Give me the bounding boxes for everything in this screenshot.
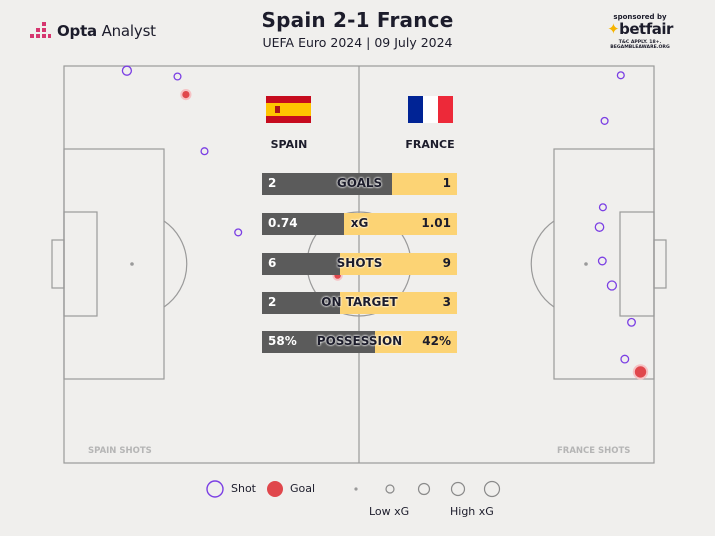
- france-shot-marker-3: [594, 222, 605, 232]
- legend-high-xg-label: High xG: [450, 505, 494, 518]
- away-shots-label: FRANCE SHOTS: [557, 446, 631, 456]
- sponsor-label: sponsored by: [613, 13, 667, 21]
- france-shot-marker-2: [598, 203, 607, 212]
- stat-label: GOALS: [336, 176, 383, 190]
- betfair-logo: ✦betfair: [607, 20, 673, 38]
- stat-away-value: 3: [442, 295, 451, 309]
- sponsor-terms: T&C APPLY. 18+. BEGAMBLEAWARE.ORG: [610, 40, 670, 50]
- stat-home-bar: [262, 292, 340, 314]
- stat-home-value: 2: [268, 295, 277, 309]
- left-six-yard-box: [63, 211, 98, 317]
- right-penalty-spot: [584, 262, 588, 266]
- sponsor-block: sponsored by ✦betfair T&C APPLY. 18+. BE…: [590, 13, 690, 50]
- stat-away-bar: [340, 253, 457, 275]
- left-penalty-area: [63, 148, 165, 380]
- match-title: Spain 2-1 France: [261, 8, 454, 32]
- spain-shot-marker-3: [200, 147, 209, 156]
- right-goal: [653, 239, 667, 289]
- france-shot-marker-0: [616, 71, 625, 80]
- legend-xg-size-5: [483, 480, 501, 498]
- stat-home-value: 0.74: [268, 216, 298, 230]
- stat-away-bar: [344, 213, 457, 235]
- france-shot-marker-5: [606, 280, 618, 291]
- france-shot-marker-1: [600, 116, 609, 125]
- betfair-star-icon: ✦: [607, 20, 620, 38]
- legend-shot-icon: [206, 480, 224, 498]
- stat-away-value: 1.01: [421, 216, 451, 230]
- stat-home-bar: [262, 213, 344, 235]
- stat-away-bar: [340, 292, 457, 314]
- team-name-home: SPAIN: [270, 138, 308, 151]
- left-penalty-arc: [163, 220, 188, 308]
- stat-label: SHOTS: [336, 256, 383, 270]
- legend-xg-size-1: [354, 487, 358, 491]
- opta-analyst-logo: Opta Analyst: [28, 20, 156, 42]
- team-name-away: FRANCE: [405, 138, 455, 151]
- france-goal-marker-8: [632, 364, 649, 380]
- stat-row: 0.74 xG 1.01: [262, 213, 457, 235]
- spain-goal-marker-2: [180, 89, 192, 101]
- france-shot-marker-6: [627, 317, 636, 327]
- logo-prefix: Opta: [57, 22, 97, 40]
- stat-away-value: 42%: [422, 334, 451, 348]
- legend-xg-size-2: [385, 484, 395, 494]
- stat-home-bar: [262, 331, 375, 353]
- match-subtitle: UEFA Euro 2024 | 09 July 2024: [262, 35, 453, 50]
- legend-xg-size-4: [450, 481, 466, 497]
- stat-row: 2 ON TARGET 3: [262, 292, 457, 314]
- stat-away-bar: [375, 331, 457, 353]
- stat-label: POSSESSION: [316, 334, 403, 348]
- france-flag-icon: [408, 96, 453, 123]
- stat-home-bar: [262, 253, 340, 275]
- legend-low-xg-label: Low xG: [369, 505, 410, 518]
- stat-label: xG: [350, 216, 369, 230]
- stat-label: ON TARGET: [321, 295, 398, 309]
- stat-row: 6 SHOTS 9: [262, 253, 457, 275]
- legend-goal-icon: [267, 481, 283, 497]
- left-goal: [51, 239, 65, 289]
- left-penalty-spot: [130, 262, 134, 266]
- spain-shot-marker-4: [234, 228, 243, 237]
- spain-shot-marker-1: [173, 72, 182, 81]
- stat-home-value: 58%: [268, 334, 297, 348]
- stat-row: 58% POSSESSION 42%: [262, 331, 457, 353]
- right-penalty-arc: [530, 220, 555, 308]
- legend-shot-label: Shot: [231, 482, 256, 495]
- legend-xg-size-3: [417, 482, 431, 496]
- stat-away-value: 1: [442, 176, 451, 190]
- france-shot-marker-4: [597, 256, 607, 266]
- home-shots-label: SPAIN SHOTS: [88, 446, 152, 456]
- header: Spain 2-1 France UEFA Euro 2024 | 09 Jul…: [0, 8, 715, 50]
- stat-home-value: 6: [268, 256, 277, 270]
- stat-home-value: 2: [268, 176, 277, 190]
- stat-away-bar: [392, 173, 457, 195]
- france-shot-marker-7: [620, 354, 630, 364]
- stat-row: 2 GOALS 1: [262, 173, 457, 195]
- opta-logo-icon: [30, 22, 51, 38]
- right-six-yard-box: [619, 211, 655, 317]
- stat-home-bar: [262, 173, 392, 195]
- legend-goal-label: Goal: [290, 482, 316, 495]
- spain-flag-icon: [266, 96, 311, 123]
- spain-shot-marker-0: [121, 65, 133, 76]
- stat-away-value: 9: [442, 256, 451, 270]
- legend: [206, 480, 501, 498]
- logo-suffix: Analyst: [101, 22, 157, 40]
